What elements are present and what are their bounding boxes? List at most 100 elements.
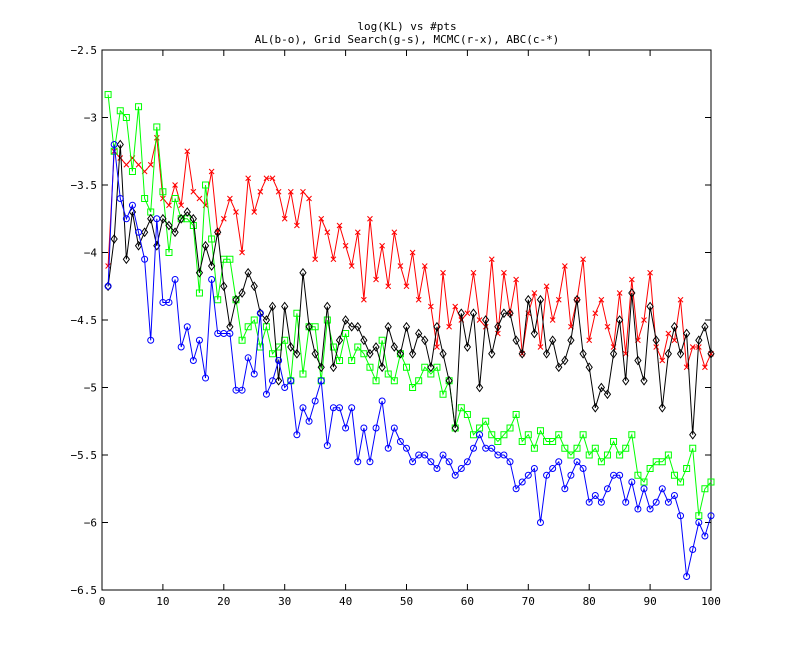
x-tick-label: 50 <box>400 595 413 608</box>
data-point <box>603 451 611 459</box>
data-point <box>104 281 112 292</box>
axes-box <box>101 49 712 591</box>
data-point <box>171 195 179 202</box>
data-point <box>463 458 471 466</box>
data-point <box>445 375 453 386</box>
data-point <box>591 402 599 413</box>
data-point <box>573 294 581 305</box>
data-point <box>707 512 715 520</box>
data-point <box>134 240 143 251</box>
data-point <box>664 451 672 459</box>
data-point <box>585 451 593 459</box>
data-point <box>360 424 368 432</box>
data-point <box>622 375 630 386</box>
data-point <box>281 301 289 312</box>
x-tick-label: 80 <box>583 595 596 608</box>
data-point <box>543 283 550 290</box>
data-point <box>220 281 228 292</box>
data-point <box>294 222 300 229</box>
data-point <box>683 465 691 472</box>
data-point <box>354 458 362 466</box>
data-point <box>177 343 185 351</box>
data-point <box>293 348 301 359</box>
data-point <box>269 377 277 385</box>
x-tick-label: 40 <box>339 595 352 608</box>
data-point <box>274 375 283 386</box>
series-layer <box>104 91 715 580</box>
data-point <box>208 235 216 243</box>
data-point <box>207 261 216 271</box>
data-point <box>202 181 210 189</box>
data-point <box>311 397 319 405</box>
data-point <box>427 362 435 373</box>
data-point <box>658 402 666 413</box>
data-point <box>457 465 465 472</box>
data-point <box>610 438 618 445</box>
data-point <box>652 335 660 346</box>
data-point <box>165 220 173 231</box>
data-point <box>330 256 337 263</box>
x-tick-label: 90 <box>643 595 656 608</box>
data-point <box>616 471 624 479</box>
data-point <box>372 377 380 385</box>
data-point <box>670 471 678 479</box>
data-point <box>122 254 130 265</box>
data-point <box>233 209 239 215</box>
data-point <box>469 444 477 452</box>
data-point <box>384 321 392 332</box>
data-point <box>628 478 636 486</box>
data-point <box>439 451 447 459</box>
data-point <box>384 370 392 378</box>
data-point <box>177 213 185 224</box>
data-point <box>440 269 446 276</box>
data-point <box>647 269 653 276</box>
data-point <box>585 498 593 506</box>
data-point <box>366 458 374 466</box>
data-point <box>324 229 331 236</box>
plot-area <box>101 49 712 591</box>
data-point <box>549 438 557 445</box>
data-point <box>287 342 295 352</box>
data-point <box>367 215 373 222</box>
data-point <box>488 256 495 263</box>
data-point <box>585 362 593 373</box>
data-point <box>373 276 379 283</box>
x-tick-label: 10 <box>156 595 169 608</box>
data-point <box>457 404 465 412</box>
data-point <box>165 298 173 306</box>
data-point <box>341 315 350 325</box>
data-point <box>439 390 447 398</box>
data-point <box>597 458 605 466</box>
data-point <box>482 315 490 325</box>
data-point <box>500 308 508 319</box>
data-point <box>524 471 532 479</box>
data-point <box>506 458 514 466</box>
data-point <box>677 296 684 303</box>
data-point <box>513 276 519 283</box>
x-tick-label: 60 <box>461 595 474 608</box>
data-point <box>403 444 410 452</box>
data-point <box>153 215 161 223</box>
data-point <box>171 227 179 238</box>
data-point <box>281 215 288 222</box>
data-point <box>580 256 586 263</box>
data-point <box>390 424 398 432</box>
data-point <box>354 343 362 351</box>
data-point <box>530 444 538 452</box>
data-point <box>409 384 417 391</box>
data-point <box>592 310 599 317</box>
data-point <box>147 213 155 224</box>
data-point <box>335 335 344 346</box>
data-point <box>195 289 203 297</box>
data-point <box>543 471 551 479</box>
y-tick-label: −3 <box>84 112 97 125</box>
data-point <box>403 283 410 290</box>
data-point <box>384 444 392 452</box>
data-point <box>695 335 703 346</box>
data-point <box>670 321 679 332</box>
data-point <box>122 215 130 223</box>
data-point <box>195 336 203 344</box>
data-point <box>195 267 204 278</box>
data-point <box>555 362 563 373</box>
data-point <box>408 348 417 359</box>
